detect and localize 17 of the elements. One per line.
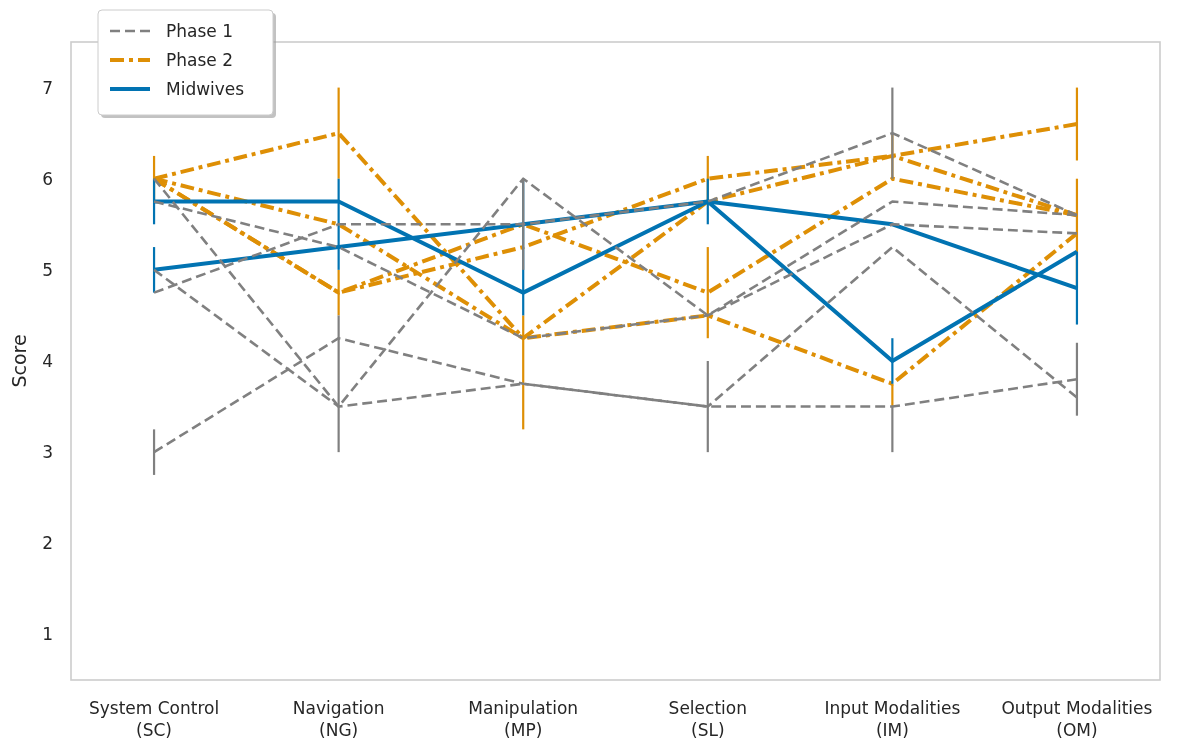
y-tick-label: 2 <box>42 533 53 554</box>
x-tick-label: Input Modalities (IM) <box>824 698 961 740</box>
legend-label: Phase 1 <box>166 20 233 41</box>
y-tick-label: 7 <box>42 77 53 98</box>
y-tick-label: 1 <box>42 624 53 645</box>
y-axis-title: Score <box>8 334 30 388</box>
legend-label: Phase 2 <box>166 49 233 70</box>
x-tick-label: Navigation (NG) <box>292 698 385 740</box>
x-tick-label: Output Modalities (OM) <box>1001 698 1153 740</box>
y-tick-label: 5 <box>42 259 53 280</box>
y-tick-label: 4 <box>42 350 53 371</box>
x-tick-label: Selection (SL) <box>668 698 747 740</box>
y-tick-label: 6 <box>42 168 53 189</box>
x-tick-label: Manipulation (MP) <box>468 698 579 740</box>
legend-label: Midwives <box>166 78 245 99</box>
y-tick-label: 3 <box>42 442 53 463</box>
x-tick-label: System Control (SC) <box>88 698 220 740</box>
